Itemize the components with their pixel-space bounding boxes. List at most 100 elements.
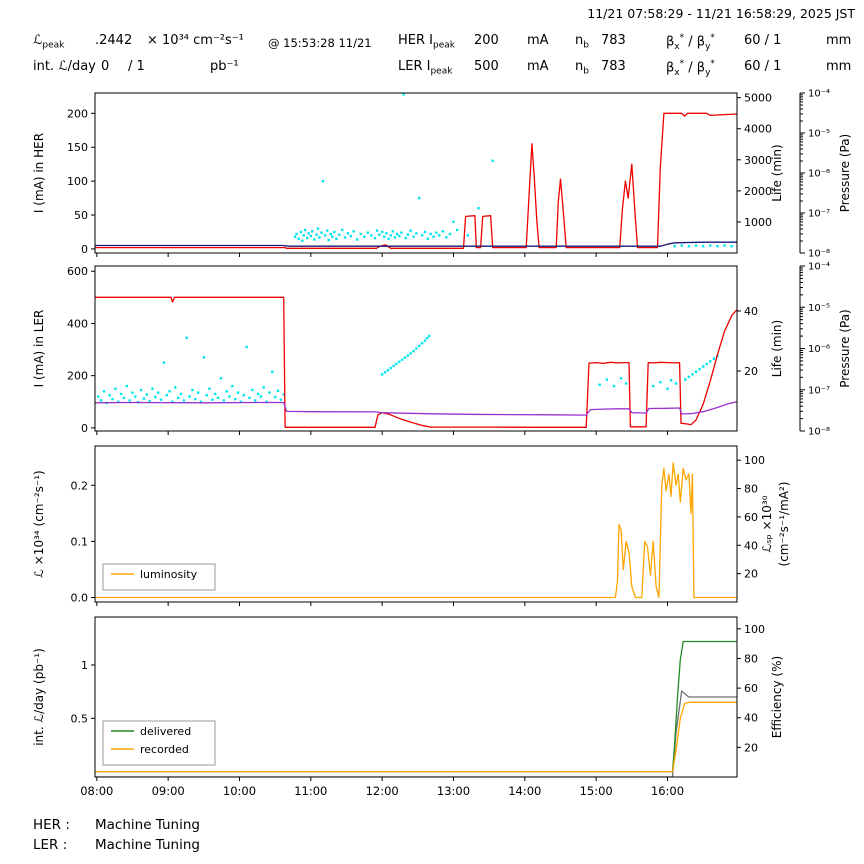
svg-text:40: 40 — [744, 305, 758, 318]
ler-lifetime-dots — [139, 388, 143, 392]
efficiency — [95, 690, 737, 777]
ler-lifetime-dots — [202, 356, 206, 359]
ler-lifetime-dots — [425, 336, 429, 340]
her-lifetime-dots — [716, 245, 719, 248]
ler-lifetime-dots — [176, 396, 180, 400]
svg-text:150: 150 — [67, 141, 88, 154]
ler-lifetime-dots — [389, 366, 392, 370]
her-lifetime-dots — [687, 245, 691, 248]
ler-lifetime-dots — [380, 373, 384, 376]
svg-text:100: 100 — [67, 175, 88, 188]
her-lifetime-dots — [402, 93, 405, 96]
her-lifetime-dots — [404, 236, 407, 240]
ler-lifetime-dots — [701, 365, 705, 368]
her-lifetime-dots — [441, 230, 444, 233]
svg-text:60: 60 — [744, 682, 758, 695]
her-lifetime-dots — [343, 236, 347, 239]
her-lifetime-dots — [426, 237, 429, 240]
her-status-value: Machine Tuning — [95, 817, 200, 833]
svg-text:10⁻⁴: 10⁻⁴ — [808, 262, 830, 273]
ler-beta-unit: mm — [826, 59, 852, 74]
svg-text:80: 80 — [744, 652, 758, 665]
ler-lifetime-dots — [194, 397, 197, 401]
ler-current-chart: 0 200 400 600 I (mA) in LER 20 40 Life (min) 10⁻… — [32, 262, 852, 438]
her-lifetime-dots — [391, 230, 395, 233]
svg-text:4000: 4000 — [744, 123, 772, 136]
ler-lifetime-dots — [265, 400, 268, 403]
svg-text:40: 40 — [744, 712, 758, 725]
her-current-unit: mA — [527, 33, 549, 48]
ler-current — [95, 296, 737, 428]
her-beta-label: βx* / βy* — [666, 33, 715, 52]
ler-lifetime-dots — [168, 390, 171, 393]
ler-lifetime-dots — [279, 398, 283, 401]
ler-lifetime-dots — [162, 361, 166, 364]
her-lifetime-dots — [435, 231, 438, 234]
her-ipeak-label: HER Ipeak — [398, 33, 455, 51]
ler-lifetime-dots — [99, 399, 103, 402]
her-lifetime-dots — [385, 232, 388, 235]
ler-lifetime-dots — [406, 354, 410, 357]
her-lifetime-dots — [327, 238, 330, 242]
svg-text:10⁻⁷: 10⁻⁷ — [808, 385, 830, 396]
ler-lifetime-dots — [239, 400, 243, 403]
her-lifetime-dots — [418, 196, 421, 200]
svg-text:16:00: 16:00 — [651, 784, 684, 798]
ler-lifetime-dots — [712, 357, 716, 360]
ler-lifetime-dots — [174, 386, 177, 389]
her-lifetime-dots — [730, 245, 733, 248]
ler-lifetime-dots — [128, 399, 131, 402]
her-lifetime-dots — [313, 238, 316, 241]
her-lifetime-dots — [383, 235, 386, 238]
ler-lifetime-dots — [222, 399, 225, 402]
ler-lifetime-dots — [276, 389, 280, 392]
her-lifetime-dots — [673, 245, 676, 248]
svg-text:200: 200 — [67, 370, 88, 383]
ler-ipeak-value: 500 — [474, 59, 499, 74]
svg-text:10⁻⁶: 10⁻⁶ — [808, 344, 830, 355]
svg-text:Life (min): Life (min) — [770, 144, 784, 201]
svg-text:09:00: 09:00 — [152, 784, 185, 798]
ler-lifetime-dots — [691, 373, 694, 376]
ler-lifetime-dots — [156, 391, 160, 394]
her-lifetime-dots — [309, 234, 313, 238]
her-lifetime-dots — [320, 231, 323, 234]
svg-text:100: 100 — [744, 454, 765, 467]
her-lifetime-dots — [477, 207, 480, 210]
svg-text:5000: 5000 — [744, 92, 772, 105]
ler-lifetime-dots — [271, 370, 274, 373]
her-lifetime-dots — [370, 234, 373, 237]
her-lifetime-dots — [409, 229, 412, 232]
her-lifetime-dots — [311, 230, 314, 233]
her-lifetime-dots — [346, 232, 350, 235]
ler-lifetime-dots — [114, 387, 117, 390]
svg-text:ℒ ×10³⁴ (cm⁻²s⁻¹): ℒ ×10³⁴ (cm⁻²s⁻¹) — [32, 470, 46, 577]
ler-lifetime-dots — [171, 400, 174, 403]
her-lifetime-dots — [393, 236, 397, 239]
ler-lifetime-dots — [612, 384, 616, 388]
svg-text:(cm⁻²s⁻¹/mA²): (cm⁻²s⁻¹/mA²) — [777, 482, 791, 567]
svg-text:10⁻⁵: 10⁻⁵ — [808, 129, 830, 140]
svg-text:10⁻⁵: 10⁻⁵ — [808, 303, 830, 314]
ler-lifetime-dots — [253, 399, 257, 402]
ler-lifetime-dots — [134, 395, 137, 398]
svg-text:50: 50 — [74, 209, 88, 222]
her-lifetime-dots — [307, 232, 310, 235]
her-lifetime-dots — [680, 244, 683, 247]
ler-lifetime-dots — [216, 396, 220, 400]
svg-text:1: 1 — [81, 659, 88, 672]
ler-lifetime-dots — [208, 387, 211, 390]
her-lifetime-dots — [355, 238, 359, 241]
her-lifetime-dots — [323, 234, 327, 237]
her-lifetime-dots — [420, 234, 424, 237]
ler-lifetime-dots — [111, 397, 114, 401]
ler-lifetime-dots — [598, 383, 601, 386]
her-lifetime-dots — [331, 235, 334, 238]
svg-text:80: 80 — [744, 483, 758, 496]
her-lifetime-dots — [297, 237, 300, 240]
her-ipeak-value: 200 — [474, 33, 499, 48]
ler-lifetime-dots — [191, 388, 194, 392]
svg-text:10⁻⁶: 10⁻⁶ — [808, 169, 830, 180]
